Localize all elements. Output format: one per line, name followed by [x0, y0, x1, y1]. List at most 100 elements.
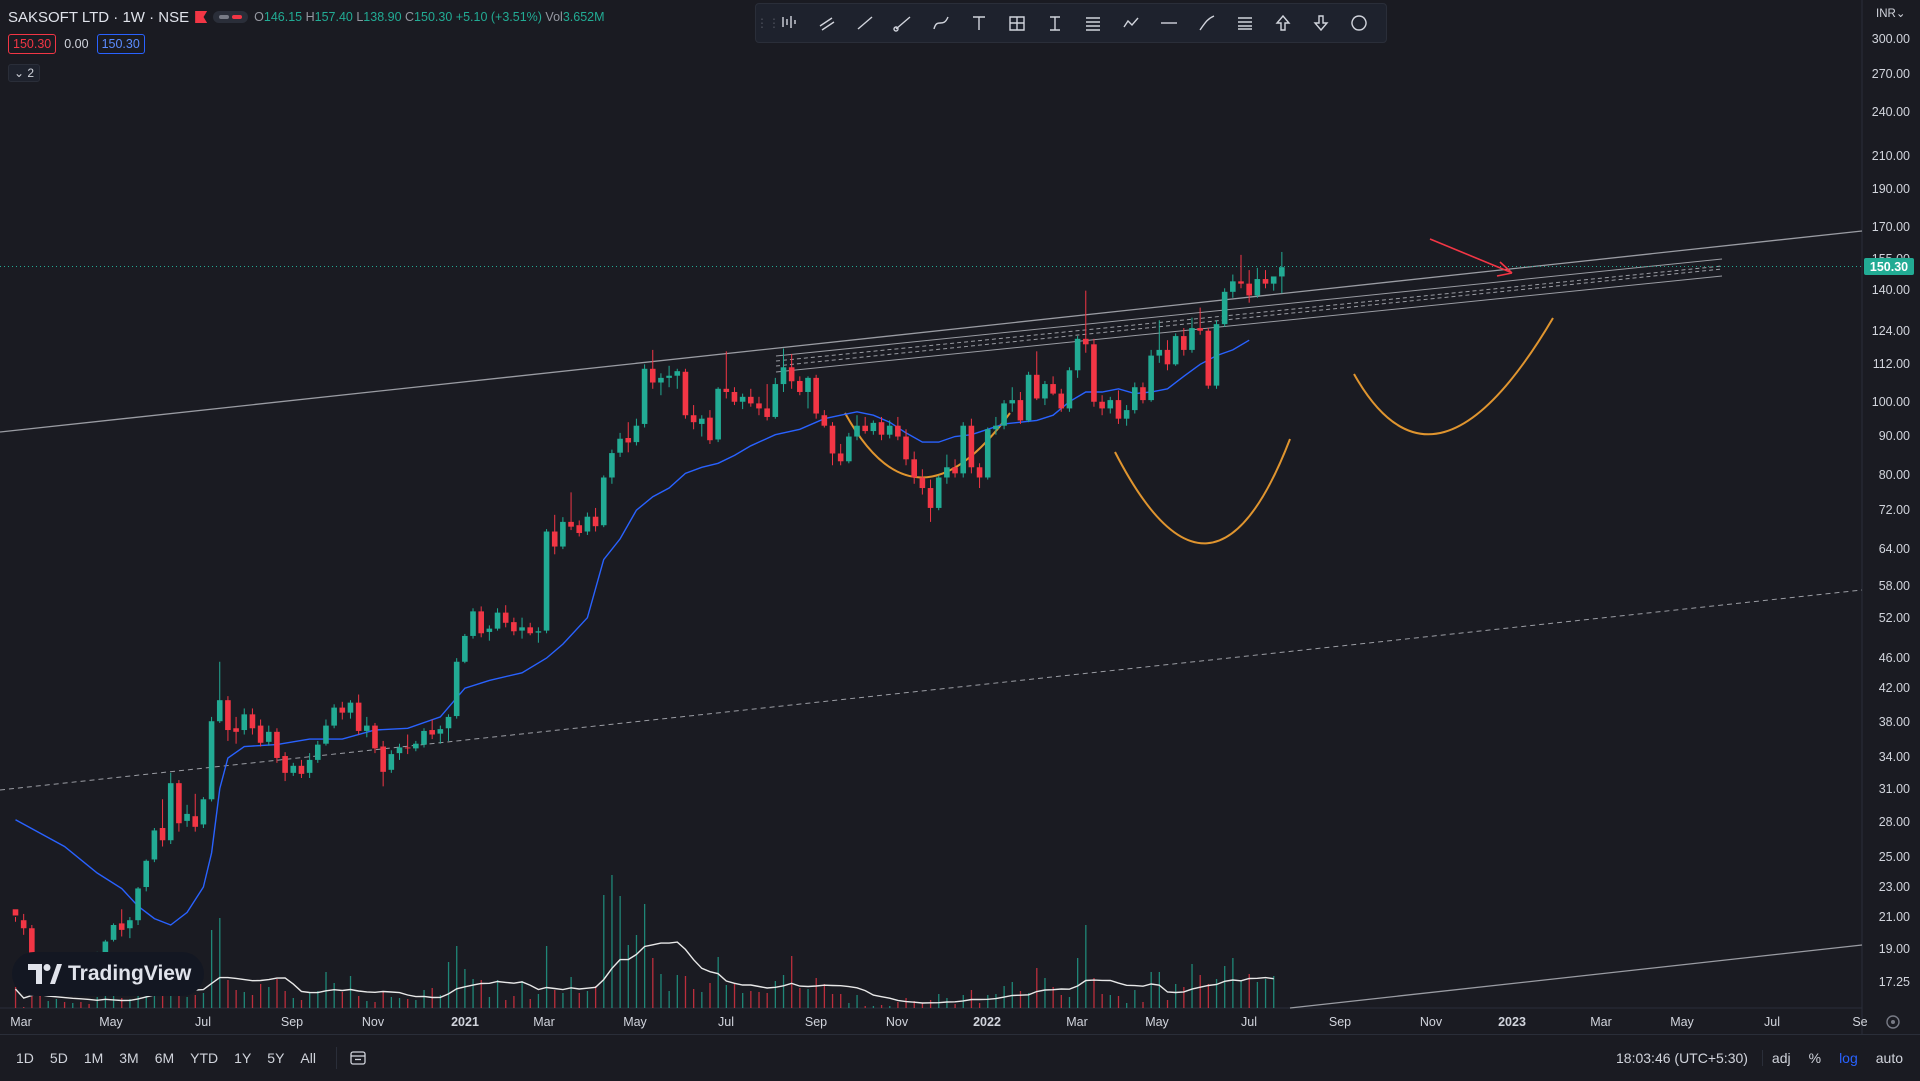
time-tick-label: 2021 [451, 1015, 479, 1029]
clock-timezone[interactable]: 18:03:46 (UTC+5:30) [1602, 1050, 1763, 1066]
brush-tool-button[interactable] [1188, 4, 1226, 42]
parallel-channel-tool-button[interactable] [808, 4, 846, 42]
candle-body [837, 453, 844, 462]
volume-bar [31, 988, 33, 1008]
moving-average-line [15, 339, 1250, 926]
circle-tool-button[interactable] [1340, 4, 1378, 42]
candle-body [265, 731, 272, 742]
candle-body [249, 714, 256, 729]
scale-option-auto[interactable]: auto [1875, 1050, 1903, 1066]
text-tool-button[interactable] [960, 4, 998, 42]
candle [821, 410, 828, 428]
flag-icon[interactable] [195, 11, 208, 23]
multi-line-tool-button[interactable] [1226, 4, 1264, 42]
candle [1148, 349, 1154, 402]
candle-body [29, 928, 35, 972]
candle-body [1213, 324, 1220, 386]
candle [1262, 270, 1269, 289]
goto-date-button[interactable] [335, 1047, 367, 1069]
ray-tool-button[interactable] [884, 4, 922, 42]
sell-price-button[interactable]: 150.30 [8, 34, 57, 54]
candle-body [1221, 291, 1228, 325]
candle-body [1131, 387, 1138, 411]
candle [1156, 320, 1163, 363]
volume-bar [121, 998, 123, 1008]
candle-body [1172, 336, 1179, 365]
volume-bar [1215, 979, 1218, 1008]
drag-handle-icon[interactable]: ⋮⋮ [756, 16, 780, 30]
volume-bar [725, 985, 727, 1008]
symbol-title[interactable]: SAKSOFT LTD · 1W · NSE [8, 8, 190, 26]
time-tick-label: Mar [10, 1015, 32, 1029]
candle [347, 700, 354, 719]
volume-bar [570, 977, 572, 1008]
candle-body [1058, 393, 1065, 409]
scale-option-log[interactable]: log [1839, 1050, 1858, 1066]
arrow-down-tool-button[interactable] [1302, 4, 1340, 42]
currency-selector[interactable]: INR⌄ [1876, 8, 1906, 20]
range-button-1y[interactable]: 1Y [234, 1050, 252, 1066]
price-tick-label: 19.00 [1879, 942, 1910, 956]
volume-bar [652, 958, 654, 1008]
candle [118, 909, 125, 937]
range-button-5y[interactable]: 5Y [267, 1050, 285, 1066]
range-button-3m[interactable]: 3M [119, 1050, 139, 1066]
long-short-icon [782, 16, 796, 28]
candle-body [748, 396, 754, 404]
settings-gear-center [1891, 1020, 1895, 1024]
range-button-all[interactable]: All [300, 1050, 316, 1066]
candle [1025, 371, 1032, 423]
ray-icon [893, 16, 911, 32]
candle [502, 605, 509, 628]
arrow-up-tool-button[interactable] [1264, 4, 1302, 42]
candle [698, 415, 705, 437]
range-button-5d[interactable]: 5D [49, 1050, 68, 1066]
volume-bar [284, 991, 286, 1008]
tradingview-logo[interactable]: TradingView [12, 952, 204, 996]
range-button-1d[interactable]: 1D [16, 1050, 34, 1066]
volume-bar [202, 993, 205, 1008]
price-tick-label: 190.00 [1872, 182, 1910, 196]
price-tick-label: 23.00 [1879, 880, 1910, 894]
candle-body [200, 799, 207, 825]
horizontal-line-tool-button[interactable] [1150, 4, 1188, 42]
candle-body [241, 714, 248, 731]
volume-bar [415, 1000, 417, 1008]
path-tool-button[interactable] [1112, 4, 1150, 42]
candle-body [331, 707, 337, 726]
price-range-tool-button[interactable] [1036, 4, 1074, 42]
candle [854, 415, 860, 441]
candle-body [935, 477, 942, 508]
candle [878, 416, 885, 441]
time-tick-label: Se [1852, 1015, 1867, 1029]
buy-price-button[interactable]: 150.30 [96, 34, 145, 54]
volume-bar [758, 992, 760, 1008]
candle [935, 475, 942, 511]
time-tick-label: 2022 [973, 1015, 1001, 1029]
fib-tool-button[interactable] [1074, 4, 1112, 42]
indicators-collapse-button[interactable]: ⌄ 2 [8, 64, 41, 82]
trend-line-tool-button[interactable] [846, 4, 884, 42]
symbol-legend[interactable]: SAKSOFT LTD · 1W · NSE O146.15 H157.40 L… [8, 6, 605, 28]
market-status-toggle[interactable] [213, 11, 249, 23]
long-short-tool-button[interactable] [770, 4, 808, 42]
candle-body [1099, 401, 1105, 409]
volume-bar [1232, 958, 1234, 1008]
channel-mid-line [0, 589, 1863, 791]
range-button-6m[interactable]: 6M [154, 1050, 175, 1066]
candle-body [764, 408, 770, 417]
scale-option-percent[interactable]: % [1808, 1050, 1822, 1066]
range-button-ytd[interactable]: YTD [190, 1050, 219, 1066]
price-chart[interactable]: 300.00270.00240.00210.00190.00170.00155.… [0, 0, 1920, 1034]
volume-bar [227, 980, 229, 1008]
range-button-1m[interactable]: 1M [83, 1050, 104, 1066]
candle-body [1262, 279, 1269, 284]
candle [968, 418, 975, 474]
scale-option-adj[interactable]: adj [1771, 1050, 1791, 1066]
candle [764, 384, 770, 421]
candle [1279, 251, 1285, 294]
candle-body [225, 700, 231, 731]
candle-body [511, 622, 517, 632]
curve-tool-button[interactable] [922, 4, 960, 42]
fixed-range-tool-button[interactable] [998, 4, 1036, 42]
